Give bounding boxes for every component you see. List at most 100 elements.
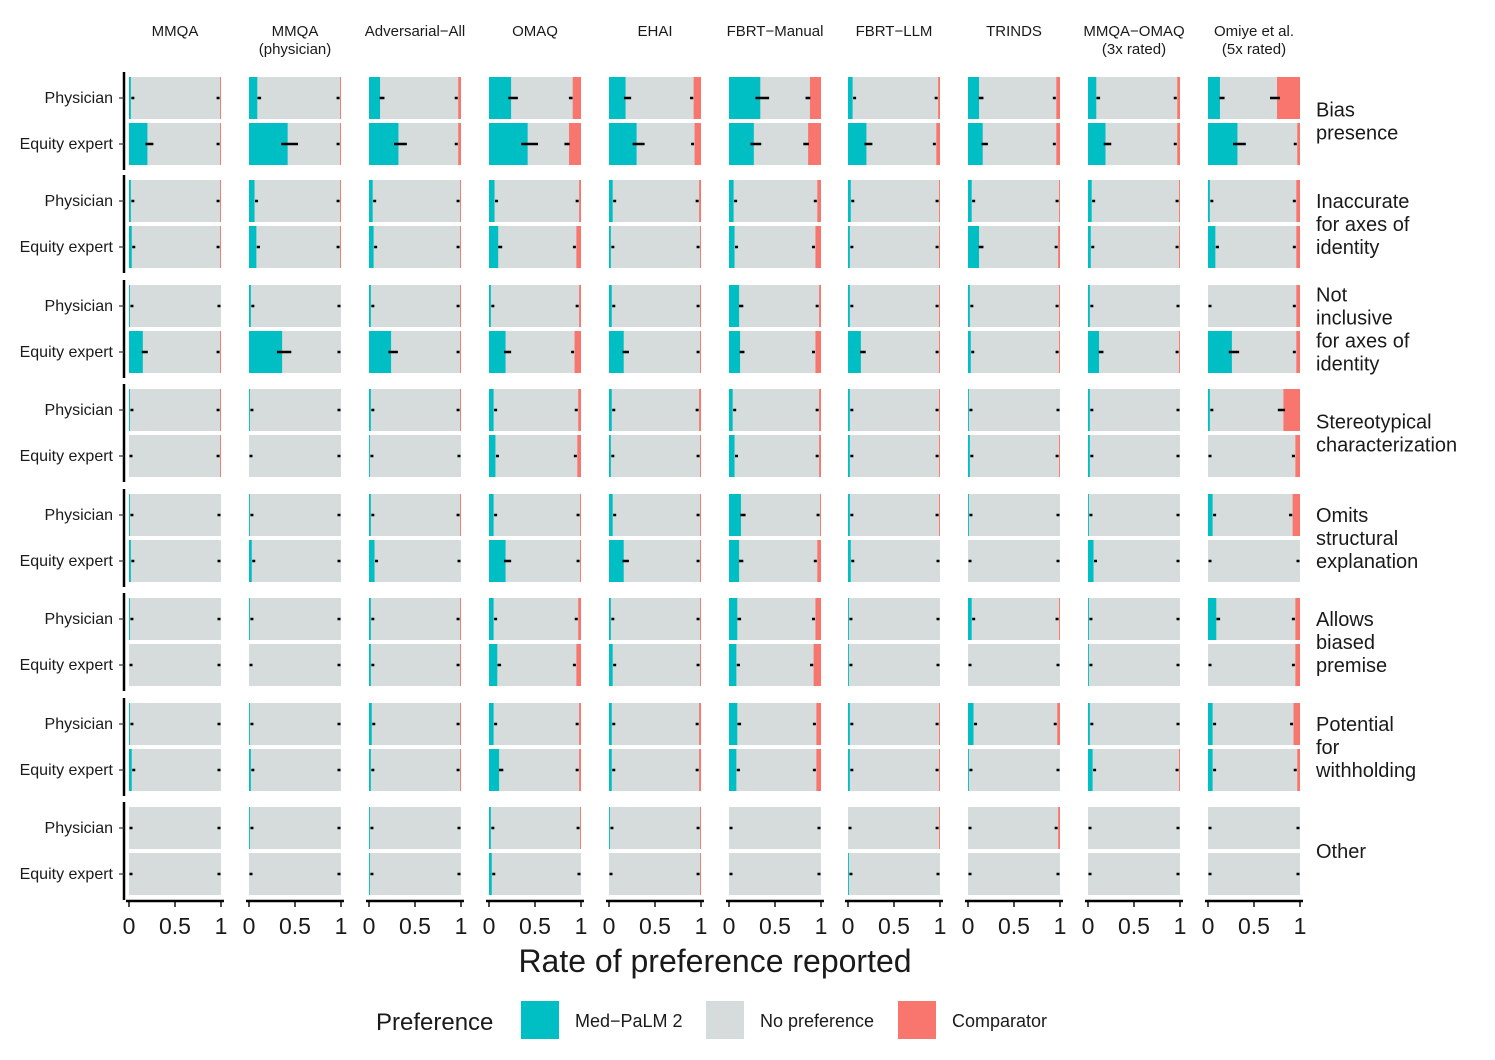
bar-medpalm	[729, 749, 737, 791]
bar-no-preference	[609, 853, 701, 895]
legend-swatch-medpalm	[521, 1001, 559, 1039]
x-tick-label: 1	[455, 913, 468, 939]
bar-medpalm	[848, 285, 850, 327]
bar-medpalm	[729, 540, 740, 582]
bar-comparator	[808, 123, 821, 165]
bar-no-preference	[1088, 226, 1180, 268]
bar-medpalm	[1088, 285, 1090, 327]
rater-label: Equity expert	[20, 344, 114, 361]
bar-medpalm	[1208, 389, 1210, 431]
bar-medpalm	[369, 389, 371, 431]
bar-medpalm	[369, 807, 370, 849]
bar-medpalm	[848, 123, 867, 165]
bar-no-preference	[968, 389, 1060, 431]
bar-medpalm	[729, 285, 740, 327]
bar-comparator	[700, 807, 701, 849]
bar-no-preference	[129, 435, 221, 477]
bar-medpalm	[129, 331, 143, 373]
x-tick-label: 0.5	[1238, 913, 1270, 939]
bar-medpalm	[968, 435, 970, 477]
bar-comparator	[340, 180, 341, 222]
bar-no-preference	[249, 703, 341, 745]
bar-comparator	[1296, 331, 1300, 373]
facet-row-label: Potential for withholding	[1315, 714, 1416, 782]
facet-row-label: Stereotypical characterization	[1316, 412, 1457, 457]
bar-medpalm	[129, 389, 130, 431]
bar-medpalm	[1208, 77, 1220, 119]
bar-comparator	[1059, 285, 1060, 327]
bar-comparator	[1058, 807, 1060, 849]
bar-medpalm	[1088, 749, 1093, 791]
bar-no-preference	[729, 435, 821, 477]
rater-label: Physician	[45, 402, 113, 419]
bar-comparator	[939, 226, 940, 268]
bar-no-preference	[729, 540, 821, 582]
bar-medpalm	[1208, 226, 1216, 268]
bar-medpalm	[249, 123, 288, 165]
bar-comparator	[700, 853, 701, 895]
bar-no-preference	[369, 494, 461, 536]
bar-no-preference	[129, 180, 221, 222]
rater-label: Physician	[45, 820, 113, 837]
bar-comparator	[819, 435, 821, 477]
bar-no-preference	[369, 853, 461, 895]
bar-medpalm	[1208, 123, 1238, 165]
bar-medpalm	[609, 703, 612, 745]
x-tick-label: 0	[723, 913, 736, 939]
bar-no-preference	[848, 540, 940, 582]
bar-no-preference	[609, 180, 701, 222]
bar-comparator	[1296, 226, 1300, 268]
bar-medpalm	[609, 331, 624, 373]
bar-medpalm	[489, 331, 506, 373]
bar-no-preference	[129, 77, 221, 119]
bar-medpalm	[609, 285, 612, 327]
x-tick-label: 1	[575, 913, 588, 939]
bar-comparator	[576, 226, 581, 268]
bar-medpalm	[848, 749, 850, 791]
bar-medpalm	[848, 644, 849, 686]
rater-label: Equity expert	[20, 448, 114, 465]
bar-comparator	[220, 389, 221, 431]
bar-medpalm	[968, 180, 972, 222]
bar-medpalm	[129, 285, 130, 327]
bar-medpalm	[369, 226, 374, 268]
bar-medpalm	[369, 123, 399, 165]
bar-no-preference	[369, 389, 461, 431]
bar-comparator	[939, 703, 940, 745]
rater-label: Physician	[45, 716, 113, 733]
bar-medpalm	[968, 285, 970, 327]
bar-medpalm	[968, 749, 969, 791]
bar-medpalm	[489, 540, 506, 582]
bar-comparator	[939, 807, 940, 849]
bar-comparator	[460, 749, 461, 791]
bar-no-preference	[848, 807, 940, 849]
bar-no-preference	[1208, 598, 1300, 640]
rater-label: Equity expert	[20, 136, 114, 153]
bar-comparator	[815, 331, 821, 373]
bar-no-preference	[249, 226, 341, 268]
bar-comparator	[939, 331, 940, 373]
bar-medpalm	[609, 749, 612, 791]
bar-comparator	[458, 123, 461, 165]
bar-no-preference	[729, 226, 821, 268]
bar-no-preference	[848, 494, 940, 536]
bar-no-preference	[249, 807, 341, 849]
bar-no-preference	[129, 749, 221, 791]
bar-comparator	[460, 644, 461, 686]
bar-medpalm	[249, 807, 250, 849]
bar-no-preference	[729, 807, 821, 849]
bar-medpalm	[1088, 644, 1089, 686]
bar-no-preference	[1208, 494, 1300, 536]
bar-medpalm	[1088, 540, 1094, 582]
bar-no-preference	[848, 644, 940, 686]
bar-no-preference	[369, 749, 461, 791]
bar-comparator	[1179, 180, 1180, 222]
x-tick-label: 0	[842, 913, 855, 939]
bar-medpalm	[369, 703, 372, 745]
bar-comparator	[460, 389, 461, 431]
bar-no-preference	[729, 180, 821, 222]
bar-medpalm	[609, 540, 624, 582]
bar-comparator	[458, 77, 461, 119]
bar-comparator	[340, 123, 341, 165]
bar-medpalm	[609, 598, 611, 640]
